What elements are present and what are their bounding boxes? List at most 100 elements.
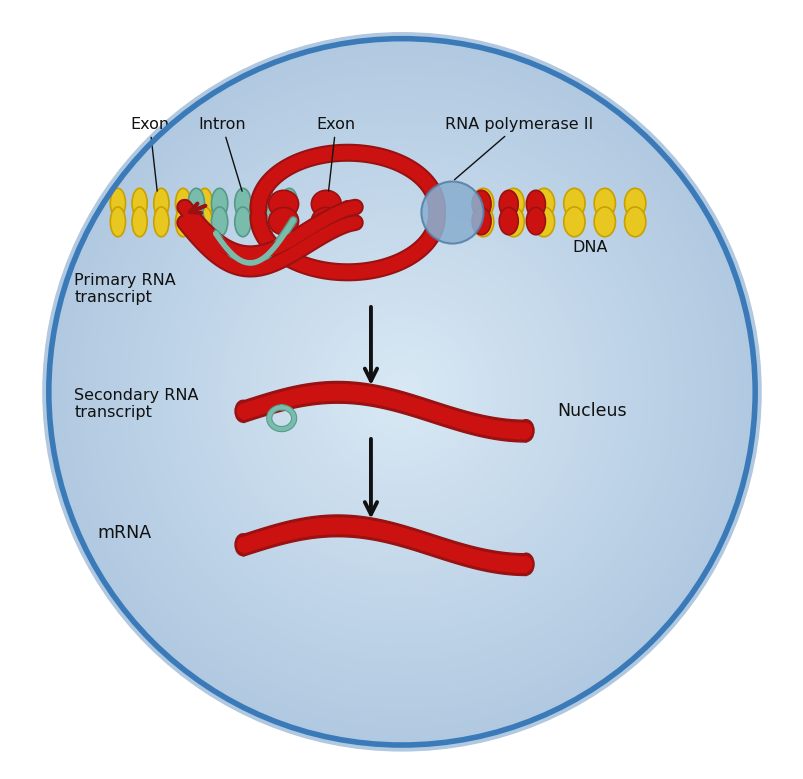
Circle shape — [308, 298, 495, 486]
Circle shape — [272, 263, 531, 521]
Ellipse shape — [281, 207, 297, 237]
Ellipse shape — [471, 190, 491, 217]
Ellipse shape — [132, 207, 147, 237]
Circle shape — [313, 304, 490, 480]
Circle shape — [155, 145, 648, 639]
Ellipse shape — [499, 207, 518, 234]
Ellipse shape — [175, 189, 190, 218]
Ellipse shape — [188, 189, 204, 218]
Circle shape — [320, 309, 483, 474]
Ellipse shape — [532, 189, 554, 218]
Text: Exon: Exon — [316, 117, 355, 191]
Circle shape — [354, 345, 449, 439]
Ellipse shape — [472, 207, 493, 237]
Circle shape — [184, 174, 619, 610]
Text: Nucleus: Nucleus — [556, 402, 626, 420]
Circle shape — [260, 251, 543, 533]
Circle shape — [125, 115, 678, 668]
Ellipse shape — [563, 207, 585, 237]
Ellipse shape — [153, 189, 169, 218]
Circle shape — [84, 74, 719, 710]
Ellipse shape — [258, 189, 274, 218]
Ellipse shape — [563, 189, 585, 218]
Circle shape — [196, 186, 607, 597]
Circle shape — [302, 292, 501, 492]
Ellipse shape — [197, 207, 212, 237]
Circle shape — [108, 97, 695, 686]
Ellipse shape — [268, 190, 298, 217]
Circle shape — [243, 233, 560, 551]
Ellipse shape — [132, 189, 147, 218]
Ellipse shape — [175, 207, 190, 237]
Ellipse shape — [593, 189, 614, 218]
Circle shape — [343, 333, 460, 451]
Ellipse shape — [110, 207, 125, 237]
Circle shape — [202, 192, 601, 592]
Ellipse shape — [471, 207, 491, 234]
Circle shape — [72, 62, 731, 721]
Circle shape — [178, 168, 625, 615]
Circle shape — [255, 245, 548, 539]
Text: Exon: Exon — [130, 117, 169, 191]
Circle shape — [290, 280, 513, 504]
Ellipse shape — [234, 533, 251, 556]
Circle shape — [219, 210, 584, 574]
Ellipse shape — [624, 207, 645, 237]
Circle shape — [389, 380, 414, 404]
Text: Secondary RNA
transcript: Secondary RNA transcript — [75, 388, 198, 421]
Circle shape — [113, 104, 690, 680]
Ellipse shape — [258, 207, 274, 237]
Text: mRNA: mRNA — [98, 524, 152, 542]
Ellipse shape — [526, 207, 544, 234]
Ellipse shape — [234, 189, 251, 218]
Circle shape — [284, 274, 519, 509]
Circle shape — [336, 327, 467, 456]
Ellipse shape — [268, 207, 298, 234]
Circle shape — [267, 256, 536, 527]
Ellipse shape — [472, 189, 493, 218]
Circle shape — [237, 227, 566, 557]
Circle shape — [190, 180, 613, 604]
Circle shape — [55, 44, 748, 739]
Circle shape — [90, 80, 713, 703]
Ellipse shape — [503, 207, 524, 237]
Circle shape — [172, 162, 631, 622]
Circle shape — [231, 221, 572, 562]
Circle shape — [384, 374, 419, 410]
Ellipse shape — [236, 404, 249, 419]
Ellipse shape — [517, 419, 534, 442]
Ellipse shape — [526, 190, 544, 217]
Circle shape — [349, 339, 454, 445]
Circle shape — [296, 286, 507, 498]
Circle shape — [278, 268, 525, 516]
Circle shape — [421, 182, 483, 244]
Circle shape — [325, 315, 478, 468]
Circle shape — [43, 33, 760, 751]
Circle shape — [60, 51, 743, 733]
Circle shape — [166, 157, 637, 627]
Text: Primary RNA
transcript: Primary RNA transcript — [75, 273, 176, 305]
Circle shape — [366, 357, 437, 427]
Text: DNA: DNA — [572, 240, 608, 255]
Circle shape — [225, 215, 578, 569]
Ellipse shape — [236, 537, 249, 552]
Circle shape — [149, 139, 654, 645]
Ellipse shape — [281, 189, 297, 218]
Ellipse shape — [110, 189, 125, 218]
Ellipse shape — [624, 189, 645, 218]
Circle shape — [214, 203, 589, 580]
Ellipse shape — [520, 556, 532, 572]
Ellipse shape — [499, 190, 518, 217]
Ellipse shape — [517, 552, 534, 576]
Ellipse shape — [532, 207, 554, 237]
Ellipse shape — [520, 423, 532, 439]
Circle shape — [249, 239, 554, 545]
Ellipse shape — [311, 207, 340, 234]
Circle shape — [102, 92, 701, 692]
Circle shape — [143, 133, 660, 650]
Circle shape — [378, 368, 425, 415]
Circle shape — [396, 386, 407, 398]
Ellipse shape — [234, 400, 251, 423]
Ellipse shape — [188, 207, 204, 237]
Circle shape — [131, 121, 672, 663]
